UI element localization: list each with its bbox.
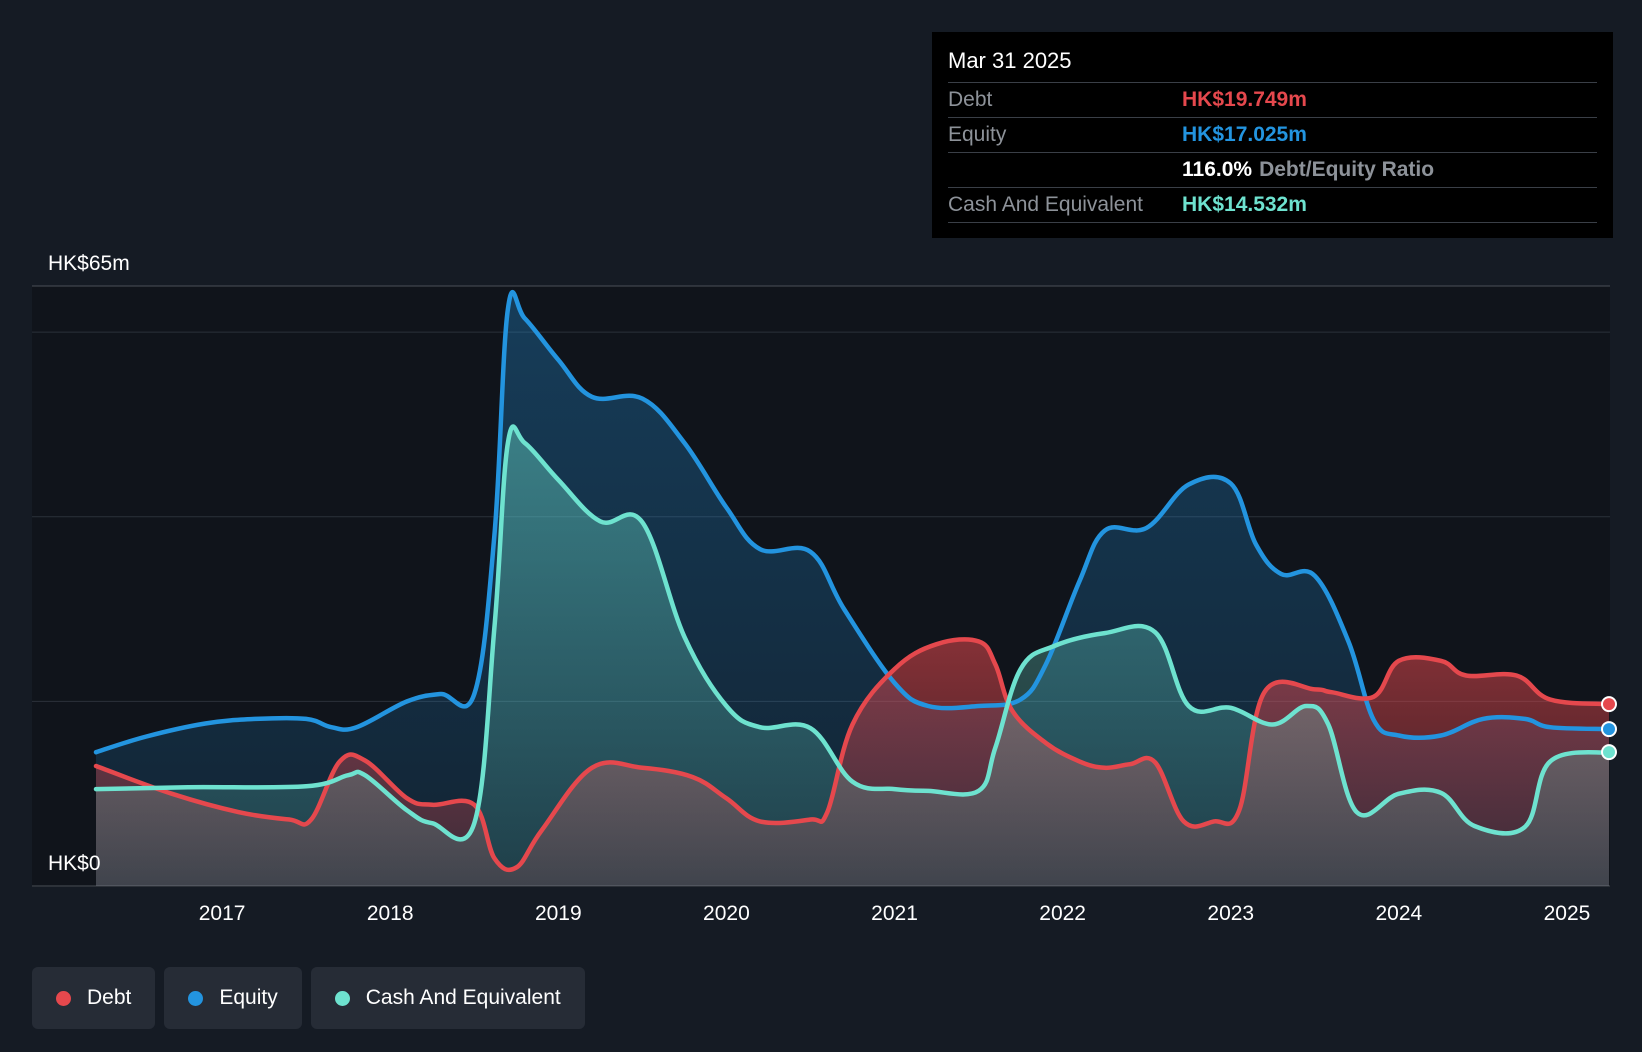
tooltip-date: Mar 31 2025: [948, 48, 1072, 73]
x-tick-label: 2020: [703, 902, 750, 925]
x-tick-label: 2018: [367, 902, 414, 925]
tooltip-ratio-value: 116.0%: [1182, 158, 1253, 181]
legend-cash-label: Cash And Equivalent: [365, 986, 561, 1009]
tooltip-row-debt: Debt HK$19.749m: [948, 82, 1597, 117]
tooltip-equity-value: HK$17.025m: [1182, 123, 1307, 146]
legend-item-cash[interactable]: Cash And Equivalent: [310, 967, 585, 1029]
debt-end-marker: [1601, 696, 1617, 713]
x-tick-label: 2022: [1039, 902, 1086, 925]
cash-end-marker: [1601, 744, 1617, 761]
tooltip-row-ratio: 116.0% Debt/Equity Ratio: [948, 152, 1597, 187]
legend-debt-label: Debt: [87, 986, 132, 1009]
equity-dot-icon: [188, 990, 204, 1006]
x-tick-label: 2019: [535, 902, 582, 925]
tooltip-debt-value: HK$19.749m: [1182, 88, 1307, 111]
equity-end-marker: [1601, 721, 1617, 738]
x-tick-label: 2025: [1544, 902, 1591, 925]
tooltip-equity-label: Equity: [948, 123, 1007, 146]
tooltip-cash-value: HK$14.532m: [1182, 193, 1307, 216]
cash-line: [93, 424, 1612, 842]
tooltip-ratio-label: Debt/Equity Ratio: [1259, 158, 1435, 181]
chart-legend: Debt Equity Cash And Equivalent: [32, 967, 594, 1029]
debt-line: [93, 637, 1612, 873]
x-tick-label: 2023: [1207, 902, 1254, 925]
cash-area: [96, 426, 1609, 886]
tooltip-row-equity: Equity HK$17.025m: [948, 117, 1597, 152]
equity-line: [93, 289, 1612, 755]
legend-item-equity[interactable]: Equity: [164, 967, 302, 1029]
x-tick-label: 2017: [199, 902, 246, 925]
tooltip-row-cash: Cash And Equivalent HK$14.532m: [948, 187, 1597, 223]
y-axis-top-label: HK$65m: [48, 252, 130, 275]
cash-dot-icon: [334, 990, 350, 1006]
tooltip-cash-label: Cash And Equivalent: [948, 193, 1143, 216]
tooltip-panel: Mar 31 2025 Debt HK$19.749m Equity HK$17…: [932, 32, 1613, 238]
x-tick-label: 2021: [871, 902, 918, 925]
tooltip-debt-label: Debt: [948, 88, 993, 111]
y-axis-bottom-label: HK$0: [48, 852, 101, 875]
legend-equity-label: Equity: [219, 986, 278, 1009]
x-tick-label: 2024: [1376, 902, 1423, 925]
debt-dot-icon: [56, 990, 71, 1006]
legend-item-debt[interactable]: Debt: [32, 967, 156, 1029]
